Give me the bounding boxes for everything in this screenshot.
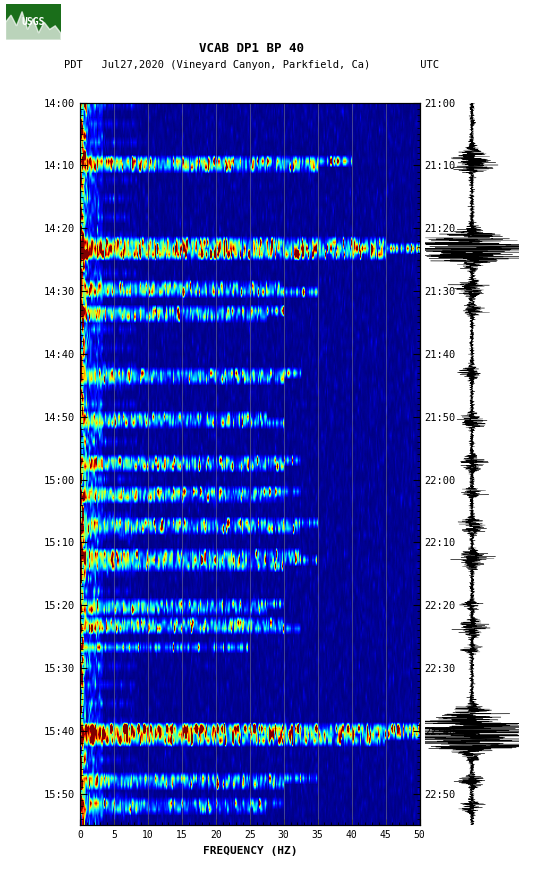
Polygon shape (6, 12, 61, 40)
Text: PDT   Jul27,2020 (Vineyard Canyon, Parkfield, Ca)        UTC: PDT Jul27,2020 (Vineyard Canyon, Parkfie… (63, 61, 439, 70)
X-axis label: FREQUENCY (HZ): FREQUENCY (HZ) (203, 846, 297, 855)
Text: VCAB DP1 BP 40: VCAB DP1 BP 40 (199, 42, 304, 55)
Text: USGS: USGS (22, 17, 45, 28)
